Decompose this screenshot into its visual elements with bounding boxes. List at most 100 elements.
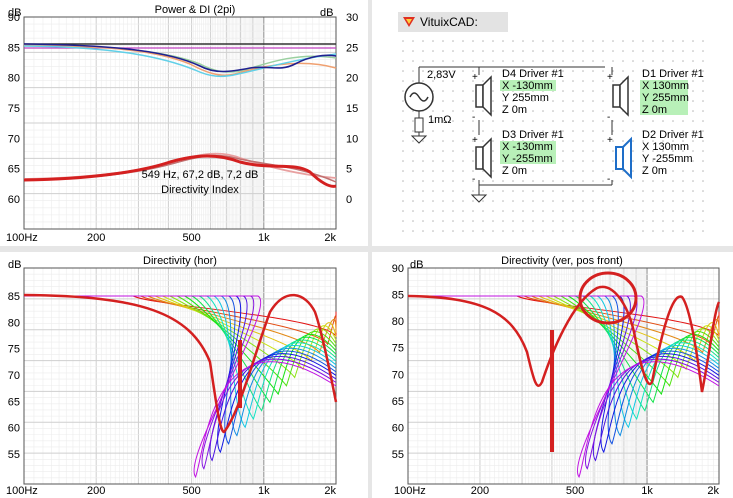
directivity-curve (408, 295, 720, 338)
directivity-curve (24, 295, 337, 429)
directivity-curve (24, 295, 337, 462)
d4-x: X -130mm (502, 80, 553, 92)
directivity-curve (408, 295, 720, 404)
d2-x: X 130mm (642, 141, 689, 153)
directivity-curve (408, 295, 720, 346)
directivity-ver-chart: Directivity (ver, pos front) dB 90 85 80 75… (392, 255, 721, 497)
y-tick-label: 90 (392, 263, 404, 275)
y-unit: dB (410, 259, 423, 271)
y-tick-label: 55 (392, 449, 404, 461)
y-tick-label: 70 (8, 370, 20, 382)
svg-text:-: - (472, 174, 475, 185)
chart-title: Power & DI (2pi) (155, 4, 236, 16)
app-title: VituixCAD: (420, 15, 478, 29)
ground-icon-2 (470, 194, 488, 203)
y-tick-label: 75 (8, 344, 20, 356)
d1-y: Y 255mm (642, 92, 689, 104)
x-tick-label: 2k (324, 232, 336, 244)
app-title-bar: VituixCAD: (398, 12, 508, 32)
y-tick-label: 65 (392, 396, 404, 408)
x-tick-label: 2k (707, 485, 719, 497)
annotation-line-1: 549 Hz, 67,2 dB, 7,2 dB (142, 169, 259, 181)
directivity-curve (408, 295, 720, 437)
y-tick-label: 65 (8, 164, 20, 176)
x-tick-label: 100Hz (394, 485, 426, 497)
svg-text:-: - (472, 112, 475, 123)
d2-y: Y -255mm (642, 153, 693, 165)
pane-splitter-horizontal[interactable] (0, 246, 733, 252)
driver-d1-icon[interactable] (612, 75, 629, 117)
ground-icon (410, 135, 428, 144)
y-tick-label: 65 (8, 396, 20, 408)
svg-text:+: + (607, 135, 613, 146)
y-tick-label: 10 (346, 133, 358, 145)
y-tick-label: 30 (346, 12, 358, 24)
directivity-curve (408, 295, 720, 379)
directivity-ver-panel: Directivity (ver, pos front) dB 90 85 80 75… (372, 252, 733, 498)
svg-text:+: + (472, 72, 478, 83)
x-tick-label: 1k (258, 232, 270, 244)
directivity-curve (24, 295, 337, 421)
directivity-curve (24, 295, 337, 387)
y-tick-label: 70 (392, 369, 404, 381)
schematic-panel: 2,83V 1mΩ + - + - (372, 0, 733, 246)
y-tick-label: 75 (392, 343, 404, 355)
highlight-curve-red (23, 293, 338, 434)
directivity-curve (24, 295, 337, 338)
directivity-hor-panel: Directivity (hor) dB 85 80 75 70 65 60 55 100H… (0, 252, 368, 498)
di-curve-red (23, 154, 337, 188)
directivity-hor-chart: Directivity (hor) dB 85 80 75 70 65 60 55 100H… (6, 255, 338, 497)
d2-z: Z 0m (642, 165, 667, 177)
x-tick-label: 200 (87, 485, 105, 497)
directivity-curve (24, 295, 337, 379)
x-tick-label: 1k (258, 485, 270, 497)
directivity-curve (24, 295, 337, 470)
power-di-chart-panel: Power & DI (2pi) dB dB 90 85 80 75 70 65 60 30… (0, 0, 368, 246)
d1-name: D1 Driver #1 (642, 68, 704, 80)
d3-name: D3 Driver #1 (502, 129, 564, 141)
svg-text:-: - (607, 174, 610, 185)
directivity-curve (408, 295, 720, 479)
y-tick-label: 85 (392, 290, 404, 302)
y-tick-label: 85 (8, 291, 20, 303)
directivity-curve (408, 295, 720, 445)
y-tick-label: 75 (8, 103, 20, 115)
x-tick-label: 1k (641, 485, 653, 497)
y-tick-label: 85 (8, 42, 20, 54)
driver-d2-icon[interactable] (615, 136, 632, 180)
directivity-curve (408, 295, 720, 396)
directivity-curve (24, 295, 337, 445)
svg-text:+: + (472, 135, 478, 146)
d3-y: Y -255mm (502, 153, 553, 165)
svg-text:-: - (607, 112, 610, 123)
y-tick-label: 70 (8, 133, 20, 145)
driver-d4-icon[interactable] (475, 75, 492, 117)
d2-name: D2 Driver #1 (642, 129, 704, 141)
svg-text:+: + (607, 72, 613, 83)
y-tick-label: 80 (392, 316, 404, 328)
y-tick-label: 55 (8, 449, 20, 461)
highlight-curve-red (407, 285, 721, 393)
source-voltage: 2,83V (427, 69, 456, 81)
source-resistor[interactable] (414, 117, 424, 133)
y-tick-label: 60 (8, 194, 20, 206)
y-tick-label: 60 (392, 422, 404, 434)
directivity-curve (408, 295, 720, 412)
y-tick-label: 80 (8, 317, 20, 329)
driver-d3-icon[interactable] (475, 137, 492, 179)
y-tick-label: 80 (8, 73, 20, 85)
power-di-chart: Power & DI (2pi) dB dB 90 85 80 75 70 65 60 30… (6, 4, 358, 244)
source-resistance: 1mΩ (428, 114, 452, 126)
directivity-curve (408, 295, 720, 387)
directivity-curve (408, 295, 720, 429)
y-tick-label: 0 (346, 194, 352, 206)
d4-z: Z 0m (502, 104, 527, 116)
d4-name: D4 Driver #1 (502, 68, 564, 80)
directivity-curve (24, 295, 337, 437)
directivity-curve (408, 295, 720, 462)
x-tick-label: 200 (471, 485, 489, 497)
y-tick-label: 5 (346, 164, 352, 176)
annotation-line-2: Directivity Index (161, 184, 239, 196)
highlight-circle (578, 271, 638, 325)
directivity-curve (24, 295, 337, 404)
